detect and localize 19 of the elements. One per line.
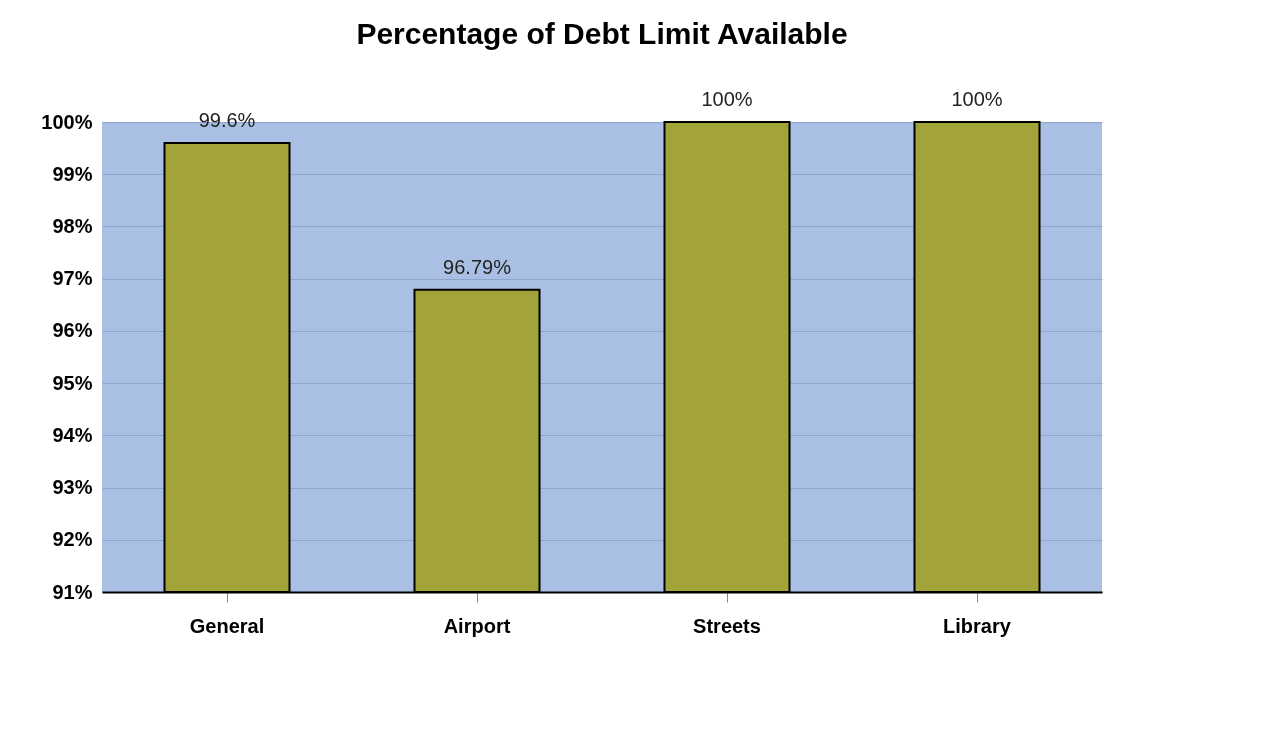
data-label: 100% (701, 88, 753, 110)
y-tick-label: 96% (52, 319, 93, 342)
x-tick-label: Library (943, 614, 1012, 637)
y-tick-label: 98% (52, 214, 93, 237)
data-label: 96.79% (443, 255, 512, 278)
y-tick-label: 97% (52, 267, 93, 290)
x-tick-label: Streets (693, 614, 761, 637)
data-label: 99.6% (198, 108, 256, 131)
y-tick-label: 93% (52, 476, 93, 499)
x-tick-label: General (189, 614, 265, 637)
y-tick-label: 94% (52, 423, 93, 446)
y-tick-label: 100% (41, 110, 93, 133)
y-tick-label: 91% (52, 580, 93, 603)
data-label: 100% (951, 88, 1003, 110)
x-tick-label: Airport (443, 614, 511, 637)
y-tick-label: 95% (52, 371, 93, 394)
y-tick-label: 92% (52, 528, 93, 551)
y-tick-label: 99% (52, 162, 93, 185)
chart-title: Percentage of Debt Limit Available (356, 17, 848, 50)
